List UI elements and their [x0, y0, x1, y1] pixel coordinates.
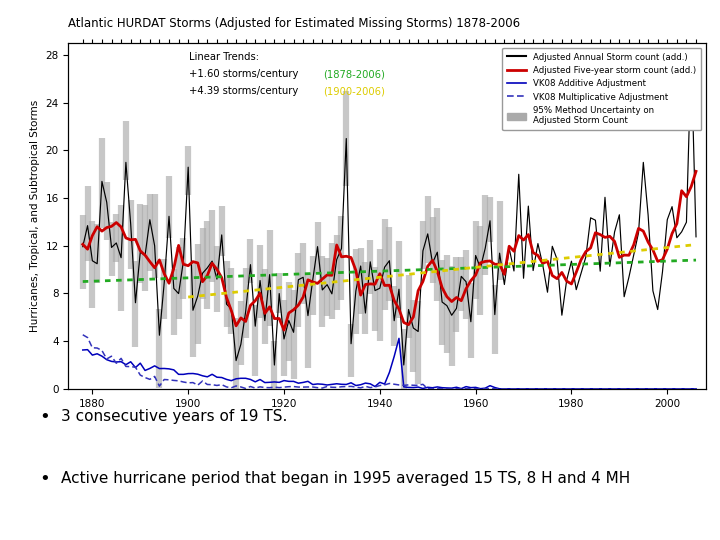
- Legend: Adjusted Annual Storm count (add.), Adjusted Five-year storm count (add.), VK08 : Adjusted Annual Storm count (add.), Adju…: [502, 48, 701, 131]
- Text: 3 consecutive years of 19 TS.: 3 consecutive years of 19 TS.: [61, 409, 287, 424]
- Text: Active hurricane period that began in 1995 averaged 15 TS, 8 H and 4 MH: Active hurricane period that began in 19…: [61, 471, 631, 487]
- Text: +4.39 storms/century: +4.39 storms/century: [189, 86, 302, 97]
- Text: +1.60 storms/century: +1.60 storms/century: [189, 69, 302, 79]
- Text: Atlantic HURDAT Storms (Adjusted for Estimated Missing Storms) 1878-2006: Atlantic HURDAT Storms (Adjusted for Est…: [68, 17, 521, 30]
- Text: (1900-2006): (1900-2006): [323, 86, 385, 97]
- Text: •: •: [40, 470, 50, 488]
- Y-axis label: Hurricanes, Tropical, and Subtropical Storms: Hurricanes, Tropical, and Subtropical St…: [30, 100, 40, 332]
- Text: •: •: [40, 408, 50, 426]
- Text: (1878-2006): (1878-2006): [323, 69, 385, 79]
- Text: Linear Trends:: Linear Trends:: [189, 52, 259, 62]
